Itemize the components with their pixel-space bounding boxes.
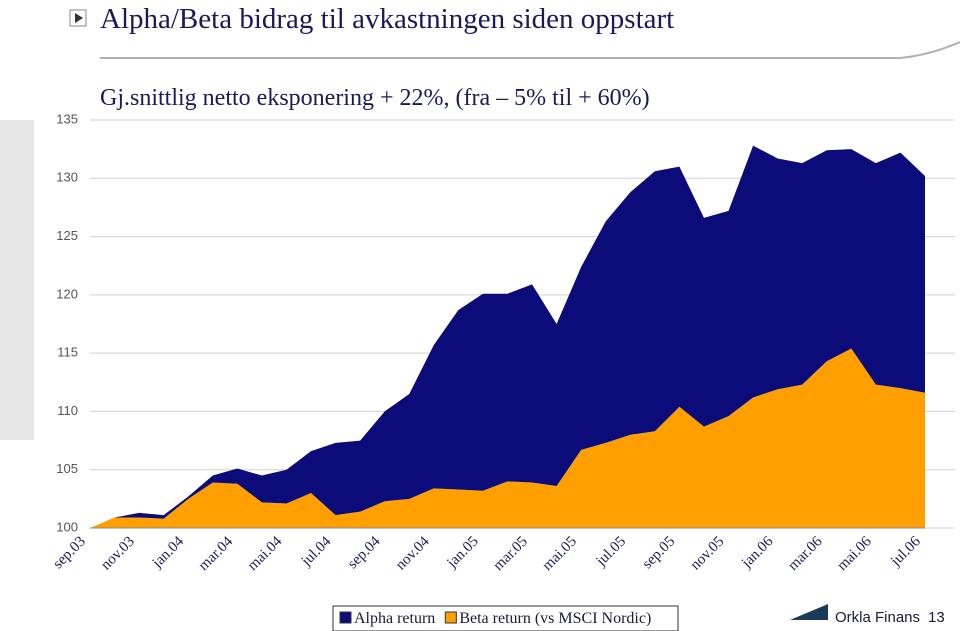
brand: Orkla Finans	[835, 609, 920, 626]
x-tick-label: mar.04	[196, 533, 237, 574]
title-rule	[100, 41, 960, 59]
x-tick-label: jul.04	[298, 533, 335, 570]
x-tick-label: sep.04	[345, 533, 384, 572]
logo	[790, 604, 828, 620]
x-tick-label: jul.06	[887, 533, 924, 570]
x-tick-label: jan.06	[738, 533, 777, 572]
legend-label: Alpha return	[354, 610, 435, 627]
y-tick-label: 135	[56, 111, 78, 126]
y-tick-label: 130	[56, 170, 78, 185]
y-tick-label: 100	[56, 519, 78, 534]
area	[90, 348, 925, 528]
x-tick-label: mai.06	[834, 533, 875, 574]
y-tick-label: 125	[56, 228, 78, 243]
x-tick-label: nov.03	[98, 534, 138, 574]
y-tick-label: 120	[56, 286, 78, 301]
x-tick-label: jan.04	[149, 533, 188, 572]
x-tick-label: mai.05	[540, 534, 580, 574]
x-tick-label: jul.05	[593, 534, 629, 570]
legend-label: Beta return (vs MSCI Nordic)	[459, 610, 651, 627]
area	[90, 145, 925, 528]
plot: 100 105 110 115 120 125 130 135 sep.03 nov.03 jan.…	[50, 111, 955, 574]
y-tick-label: 110	[57, 403, 78, 418]
legend-swatch	[444, 611, 457, 624]
page-number: 13	[928, 609, 945, 626]
title-icon-arrow	[75, 13, 83, 23]
x-tick-label: nov.04	[393, 533, 433, 573]
x-tick-label: jan.05	[444, 534, 482, 572]
legend	[332, 605, 679, 631]
title: Alpha/Beta bidrag til avkastningen siden…	[100, 3, 674, 35]
side-bar	[0, 120, 34, 440]
x-tick-label: mar.05	[490, 534, 530, 574]
subtitle: Gj.snittlig netto eksponering + 22%, (fr…	[100, 85, 650, 111]
y-tick-label: 115	[57, 345, 78, 360]
legend-swatch	[339, 611, 352, 624]
y-tick-label: 105	[56, 461, 78, 476]
x-tick-label: mar.06	[785, 533, 826, 574]
x-tick-label: nov.05	[688, 534, 728, 574]
x-tick-label: mai.04	[245, 533, 286, 574]
x-tick-label: sep.05	[640, 534, 679, 573]
legend-items: Alpha return Beta return (vs MSCI Nordic)	[339, 610, 651, 627]
x-tick-label: sep.03	[50, 534, 89, 573]
